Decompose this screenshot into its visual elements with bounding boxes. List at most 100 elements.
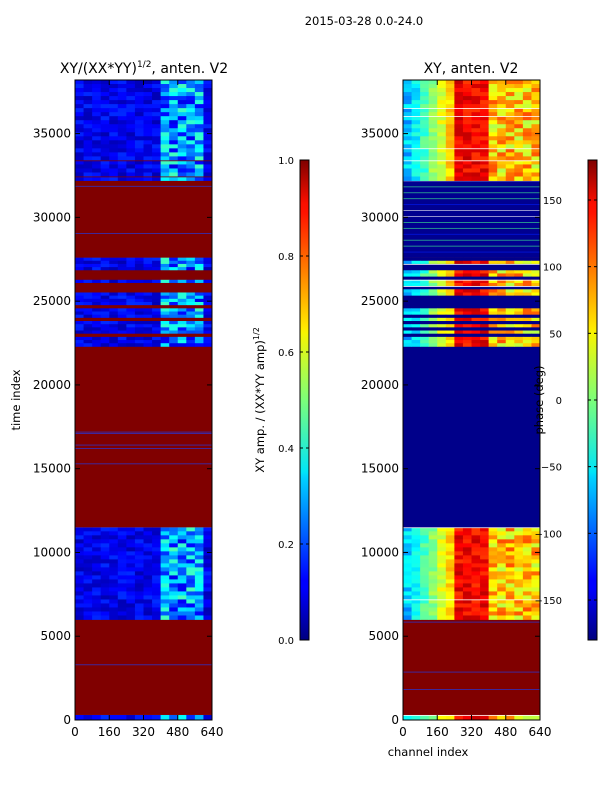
heatmap-cell bbox=[497, 152, 507, 157]
heatmap-cell bbox=[505, 321, 515, 325]
heatmap-cell bbox=[117, 327, 127, 331]
heatmap-cell bbox=[143, 112, 153, 117]
heatmap-cell bbox=[403, 156, 412, 161]
heatmap-cell bbox=[160, 611, 170, 616]
heatmap-cell bbox=[505, 714, 515, 720]
heatmap-cell bbox=[480, 144, 490, 149]
heatmap-cell bbox=[152, 535, 162, 540]
heatmap-cell bbox=[194, 156, 204, 161]
heatmap-cell bbox=[505, 116, 515, 121]
heatmap-cell bbox=[134, 543, 144, 548]
heatmap-row-line bbox=[403, 621, 540, 623]
heatmap-cell bbox=[411, 116, 421, 121]
heatmap-cell bbox=[403, 295, 412, 300]
heatmap-cell bbox=[169, 92, 179, 97]
heatmap-cell bbox=[109, 298, 119, 303]
heatmap-cell bbox=[488, 547, 498, 552]
heatmap-cell bbox=[411, 340, 421, 344]
heatmap-cell bbox=[194, 551, 204, 556]
heatmap-cell bbox=[488, 128, 498, 133]
heatmap-cell bbox=[437, 144, 447, 149]
heatmap-cell bbox=[505, 340, 515, 344]
heatmap-row-line bbox=[403, 245, 540, 247]
heatmap-cell bbox=[480, 547, 490, 552]
heatmap-cell bbox=[497, 124, 507, 129]
heatmap-cell bbox=[169, 327, 179, 331]
heatmap-cell bbox=[92, 607, 102, 612]
heatmap-cell bbox=[428, 148, 438, 153]
heatmap-cell bbox=[437, 551, 447, 556]
heatmap-cell bbox=[143, 308, 153, 312]
heatmap-cell bbox=[428, 336, 438, 341]
heatmap-cell bbox=[514, 591, 524, 596]
heatmap-cell bbox=[169, 551, 179, 556]
heatmap-cell bbox=[471, 168, 481, 173]
heatmap-cell bbox=[177, 603, 187, 608]
heatmap-cell bbox=[480, 282, 490, 287]
heatmap-cell bbox=[505, 286, 515, 290]
heatmap-cell bbox=[514, 140, 524, 145]
heatmap-cell bbox=[505, 547, 515, 552]
heatmap-cell bbox=[471, 575, 481, 580]
heatmap-cell bbox=[83, 324, 93, 328]
heatmap-cell bbox=[403, 267, 412, 271]
heatmap-cell bbox=[403, 132, 412, 137]
heatmap-cell bbox=[194, 104, 204, 109]
heatmap-cell bbox=[203, 599, 212, 604]
heatmap-cell bbox=[92, 84, 102, 89]
heatmap-cell bbox=[488, 270, 498, 274]
heatmap-cell bbox=[134, 571, 144, 576]
heatmap-cell bbox=[126, 595, 136, 600]
heatmap-cell bbox=[514, 321, 524, 325]
heatmap-cell bbox=[488, 152, 498, 157]
heatmap-cell bbox=[531, 80, 540, 85]
heatmap-cell bbox=[531, 336, 540, 341]
heatmap-cell bbox=[454, 172, 464, 177]
heatmap-cell bbox=[134, 168, 144, 173]
right-panel: XY, anten. V2 05000100001500020000250003… bbox=[361, 61, 552, 759]
heatmap-cell bbox=[134, 615, 144, 620]
heatmap-cell bbox=[471, 547, 481, 552]
heatmap-cell bbox=[428, 298, 438, 303]
y-tick-label: 0 bbox=[391, 713, 399, 727]
right-chart-title: XY, anten. V2 bbox=[424, 61, 519, 77]
heatmap-cell bbox=[420, 160, 430, 165]
heatmap-cell bbox=[411, 583, 421, 588]
heatmap-cell bbox=[92, 567, 102, 572]
heatmap-row-line bbox=[75, 176, 212, 178]
heatmap-cell bbox=[160, 527, 170, 532]
heatmap-cell bbox=[117, 595, 127, 600]
heatmap-cell bbox=[471, 176, 481, 181]
heatmap-cell bbox=[117, 559, 127, 564]
heatmap-cell bbox=[100, 587, 110, 592]
y-tick-label: 15000 bbox=[33, 462, 71, 476]
heatmap-cell bbox=[437, 333, 447, 338]
heatmap-cell bbox=[471, 295, 481, 300]
heatmap-cell bbox=[420, 96, 430, 101]
heatmap-cell bbox=[203, 108, 212, 113]
heatmap-cell bbox=[522, 282, 532, 287]
heatmap-cell bbox=[488, 327, 498, 331]
heatmap-cell bbox=[428, 567, 438, 572]
heatmap-cell bbox=[522, 317, 532, 322]
heatmap-cell bbox=[420, 132, 430, 137]
heatmap-cell bbox=[531, 714, 540, 720]
heatmap-cell bbox=[109, 583, 119, 588]
heatmap-cell bbox=[177, 591, 187, 596]
heatmap-cell bbox=[194, 567, 204, 572]
heatmap-cell bbox=[160, 257, 170, 262]
heatmap-cell bbox=[462, 132, 472, 137]
heatmap-cell bbox=[480, 571, 490, 576]
heatmap-cell bbox=[109, 539, 119, 544]
heatmap-cell bbox=[92, 611, 102, 616]
heatmap-cell bbox=[488, 156, 498, 161]
heatmap-cell bbox=[462, 551, 472, 556]
heatmap-cell bbox=[152, 282, 162, 287]
heatmap-cell bbox=[83, 104, 93, 109]
heatmap-cell bbox=[428, 587, 438, 592]
heatmap-cell bbox=[471, 160, 481, 165]
heatmap-cell bbox=[531, 292, 540, 297]
heatmap-cell bbox=[522, 543, 532, 548]
heatmap-cell bbox=[83, 330, 93, 335]
